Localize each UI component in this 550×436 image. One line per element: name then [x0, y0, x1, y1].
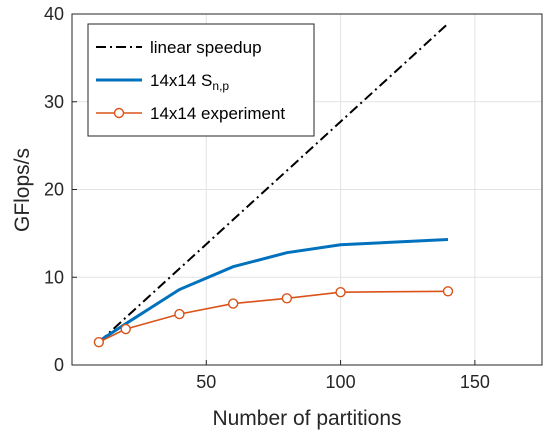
- axis-ticks: 50 100 150 0 10 20 30 40: [44, 4, 490, 392]
- x-tick-label: 50: [196, 372, 216, 392]
- legend-item: 14x14 Sn,p: [96, 71, 229, 93]
- series-1: [98, 238, 449, 343]
- x-axis-label: Number of partitions: [212, 407, 401, 430]
- x-tick-label: 100: [326, 372, 356, 392]
- y-tick-label: 0: [54, 355, 64, 375]
- legend-label: linear speedup: [150, 38, 262, 57]
- legend-label: 14x14 experiment: [150, 104, 285, 123]
- data-point: [227, 298, 239, 309]
- series-2: [93, 286, 454, 348]
- legend: linear speedup 14x14 Sn,p 14x14 experiment: [87, 23, 315, 137]
- series-line: [98, 238, 449, 343]
- data-point: [174, 308, 185, 320]
- y-tick-label: 40: [44, 4, 64, 24]
- y-tick-label: 30: [44, 92, 64, 112]
- data-point: [335, 286, 346, 298]
- data-point: [120, 323, 131, 335]
- y-tick-label: 10: [44, 267, 64, 287]
- series-layer: [93, 22, 454, 348]
- x-tick-label: 150: [460, 372, 490, 392]
- legend-label: 14x14 Sn,p: [150, 71, 229, 93]
- legend-marker: [113, 107, 125, 119]
- y-axis-label: GFlops/s: [11, 148, 34, 232]
- series-line: [98, 290, 449, 343]
- legend-item: linear speedup: [96, 38, 262, 57]
- y-tick-label: 20: [44, 180, 64, 200]
- data-point: [442, 286, 454, 297]
- legend-item: 14x14 experiment: [96, 104, 285, 123]
- data-point: [281, 293, 293, 304]
- data-point: [93, 336, 105, 348]
